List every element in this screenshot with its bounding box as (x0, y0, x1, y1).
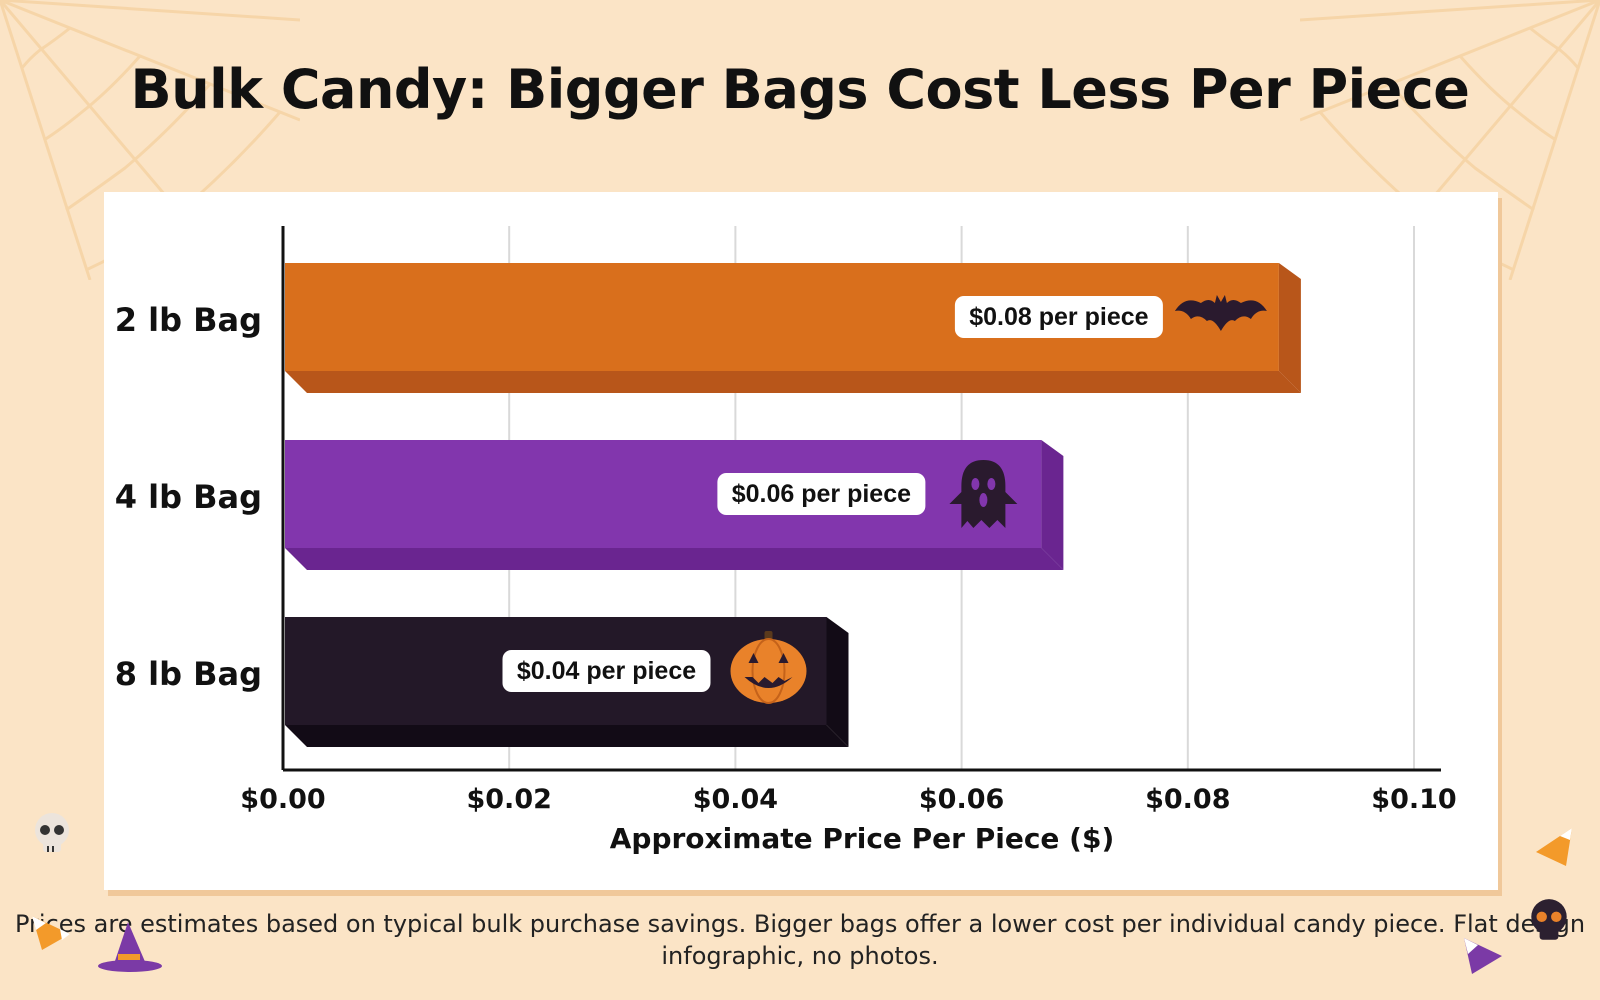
ghost-mouth (979, 493, 988, 507)
x-tick-label: $0.06 (919, 784, 1004, 815)
pumpkin-rib (751, 638, 786, 704)
x-tick-label: $0.10 (1371, 784, 1456, 815)
skull-icon (1531, 899, 1567, 940)
pumpkin-icon (730, 631, 807, 704)
data-label: $0.08 per piece (969, 303, 1148, 331)
bars (285, 263, 1301, 747)
bar (285, 617, 849, 747)
chart-panel: $0.00 $0.02 $0.04 $0.06 $0.08 $0.10 $0.08 per … (104, 192, 1498, 890)
bar-bottom (285, 725, 849, 747)
data-label-pill (502, 650, 711, 692)
pumpkin-mouth (744, 677, 793, 688)
bar-chart: $0.00 $0.02 $0.04 $0.06 $0.08 $0.10 $0.08 per … (115, 226, 1457, 855)
axes (281, 226, 1441, 772)
witch-hat-icon (98, 922, 162, 972)
ghost-eye (987, 478, 996, 490)
candy-corn-icon (1536, 828, 1572, 866)
spiderweb-icon (0, 0, 300, 280)
ghost-icon (949, 460, 1018, 528)
labels: $0.00 $0.02 $0.04 $0.06 $0.08 $0.10 $0.08 per … (115, 295, 1457, 815)
bar-side (1041, 440, 1064, 570)
category-label: 2 lb Bag (115, 301, 262, 339)
x-tick-label: $0.02 (466, 784, 551, 815)
data-label: $0.06 per piece (732, 480, 911, 508)
skull-icon (35, 813, 69, 852)
page-title: Bulk Candy: Bigger Bags Cost Less Per Pi… (130, 58, 1470, 121)
x-tick-label: $0.08 (1145, 784, 1230, 815)
candy-corn-icon (1464, 938, 1502, 974)
pumpkin-eye (778, 653, 789, 663)
pumpkin-body (730, 639, 807, 703)
bat-shape (1174, 295, 1267, 331)
bar-side (826, 617, 849, 747)
pumpkin-eye (748, 653, 759, 663)
bar-front (285, 440, 1042, 548)
category-label: 4 lb Bag (115, 478, 262, 516)
bat-icon (1174, 295, 1267, 331)
bar-bottom (285, 548, 1064, 570)
x-axis-label: Approximate Price Per Piece ($) (610, 822, 1115, 855)
footnote: Prices are estimates based on typical bu… (14, 910, 1586, 970)
data-label-pill (717, 473, 926, 515)
ghost-eye (971, 478, 980, 490)
data-label: $0.04 per piece (517, 657, 696, 685)
bar-bottom (285, 371, 1301, 393)
category-label: 8 lb Bag (115, 655, 262, 693)
x-tick-label: $0.04 (693, 784, 778, 815)
candy-corn-icon (32, 916, 70, 950)
data-label-pill (954, 296, 1163, 338)
bar-side (1278, 263, 1301, 393)
bar (285, 440, 1064, 570)
x-tick-label: $0.00 (240, 784, 325, 815)
